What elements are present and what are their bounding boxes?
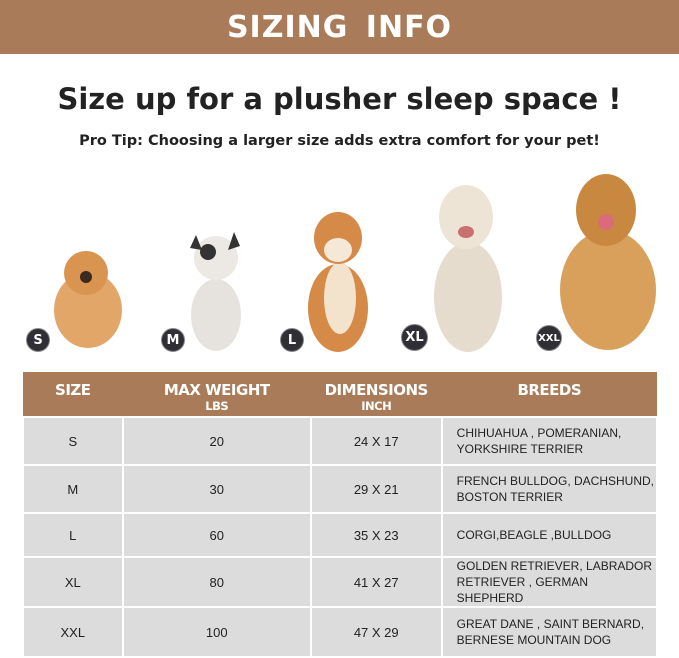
header-max-weight: MAX WEIGHT LBS: [122, 372, 311, 417]
size-badge-m: M: [161, 328, 185, 352]
cell-weight: 80: [121, 556, 312, 608]
cell-breeds: GREAT DANE , SAINT BERNARD, BERNESE MOUN…: [440, 606, 659, 658]
cell-size: XXL: [22, 606, 124, 658]
cell-dimensions: 24 X 17: [309, 416, 443, 466]
cell-weight: 30: [121, 464, 312, 514]
cell-dimensions: 41 X 27: [309, 556, 443, 608]
header-dimensions: DIMENSIONS INCH: [310, 372, 442, 417]
headline: Size up for a plusher sleep space !: [57, 82, 622, 116]
sizing-table: SIZE MAX WEIGHT LBS DIMENSIONS INCH BREEDS…: [22, 372, 659, 658]
table-row: M 30 29 X 21 FRENCH BULLDOG, DACHSHUND, BOS…: [22, 464, 659, 514]
golden-retriever-photo: [560, 174, 656, 350]
cell-dimensions: 35 X 23: [309, 512, 443, 558]
table-row: S 20 24 X 17 CHIHUAHUA , POMERANIAN, YORKSH…: [22, 416, 659, 466]
french-bulldog-photo: [190, 232, 241, 351]
cell-breeds: FRENCH BULLDOG, DACHSHUND, BOSTON TERRIE…: [440, 464, 659, 514]
pomeranian-photo: [54, 251, 122, 348]
header-size: SIZE: [23, 372, 123, 417]
size-badge-xl: XL: [401, 324, 428, 351]
cell-breeds: CORGI,BEAGLE ,BULLDOG: [440, 512, 659, 558]
table-row: XXL 100 47 X 29 GREAT DANE , SAINT BERNARD,…: [22, 606, 659, 658]
table-row: L 60 35 X 23 CORGI,BEAGLE ,BULLDOG: [22, 512, 659, 558]
header-breeds: BREEDS: [441, 372, 657, 417]
table-row: XL 80 41 X 27 GOLDEN RETRIEVER, LABRADOR RE…: [22, 556, 659, 608]
cell-size: XL: [22, 556, 124, 608]
cell-weight: 20: [121, 416, 312, 466]
size-badge-xxl: XXL: [536, 325, 562, 351]
cell-dimensions: 47 X 29: [309, 606, 443, 658]
cell-size: M: [22, 464, 124, 514]
shiba-inu-photo: [308, 212, 368, 352]
cell-dimensions: 29 X 21: [309, 464, 443, 514]
cell-weight: 100: [121, 606, 312, 658]
sizing-banner: SIZING INFO: [0, 0, 679, 54]
cell-weight: 60: [121, 512, 312, 558]
cell-breeds: GOLDEN RETRIEVER, LABRADOR RETRIEVER , G…: [440, 556, 659, 608]
labrador-photo: [434, 185, 502, 352]
cell-breeds: CHIHUAHUA , POMERANIAN, YORKSHIRE TERRIE…: [440, 416, 659, 466]
pro-tip: Pro Tip: Choosing a larger size adds ext…: [79, 133, 600, 149]
cell-size: L: [22, 512, 124, 558]
size-badge-l: L: [280, 328, 304, 352]
cell-size: S: [22, 416, 124, 466]
size-badge-s: S: [26, 328, 50, 352]
